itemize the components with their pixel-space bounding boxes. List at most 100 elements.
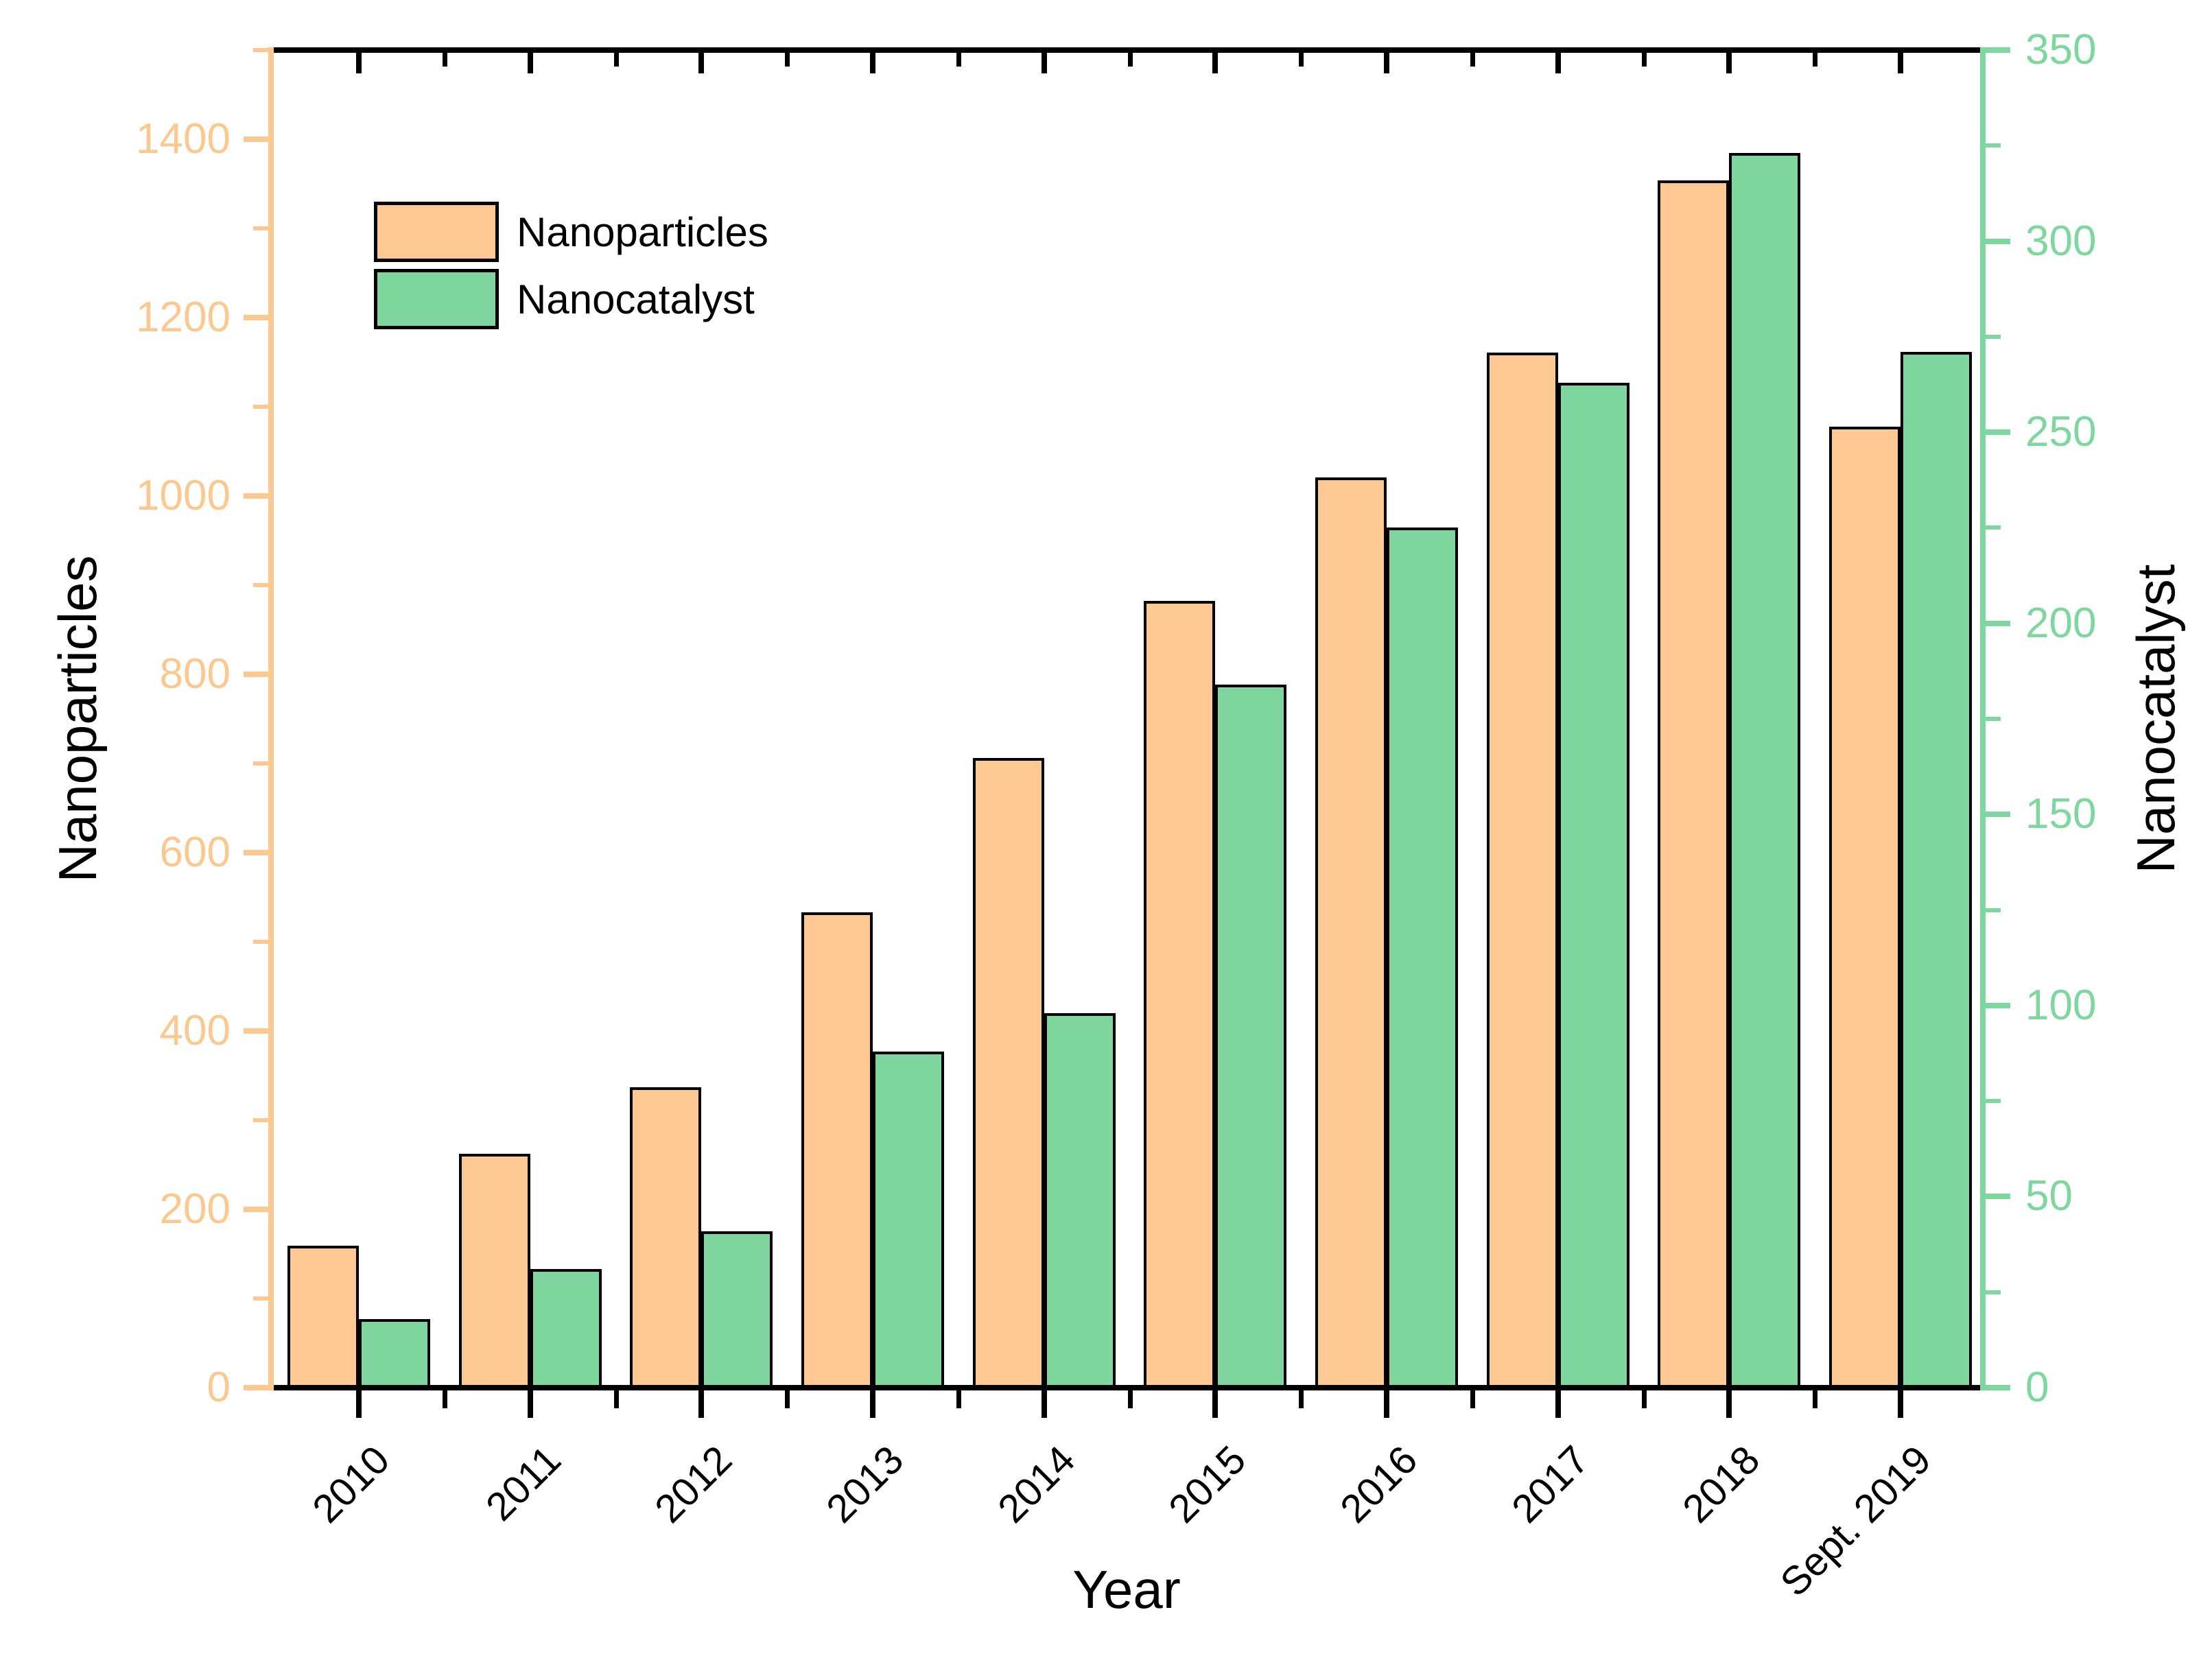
legend: Nanoparticles Nanocatalyst [374, 201, 768, 335]
top-axis-major-tick-3 [698, 53, 705, 73]
top-axis-minor-tick-3 [785, 53, 790, 67]
right-axis-major-tick-350 [1986, 47, 2010, 53]
right-axis-tick-label-200: 200 [2025, 599, 2097, 647]
legend-item-nanoparticles: Nanoparticles [374, 201, 768, 263]
x-axis-line [268, 1385, 1986, 1390]
right-axis-tick-label-100: 100 [2025, 981, 2097, 1029]
bar-nanoparticles-2016 [1315, 477, 1387, 1388]
legend-label-nanocatalyst: Nanocatalyst [517, 276, 755, 322]
x-axis-major-tick-7 [1384, 1390, 1389, 1418]
right-axis-major-tick-200 [1986, 620, 2010, 626]
left-axis-major-tick-200 [244, 1207, 268, 1212]
bar-nanocatalyst-sept-2019 [1901, 352, 1972, 1388]
top-axis-major-tick-5 [1041, 53, 1047, 73]
right-axis-tick-label-350: 350 [2025, 26, 2097, 73]
top-axis-major-tick-6 [1212, 53, 1219, 73]
right-axis-major-tick-300 [1986, 238, 2010, 244]
top-axis-major-tick-1 [356, 53, 362, 73]
left-axis-tick-label-600: 600 [159, 829, 231, 876]
x-axis-major-tick-10 [1898, 1390, 1903, 1418]
bar-nanocatalyst-2018 [1729, 153, 1801, 1388]
x-axis-tick-label-sept-2019: Sept. 2019 [1772, 1437, 1940, 1605]
left-axis-major-tick-800 [244, 672, 268, 677]
x-axis-tick-label-2013: 2013 [818, 1437, 913, 1532]
right-axis-minor-tick-25 [1986, 1290, 2001, 1294]
right-axis-minor-tick-175 [1986, 717, 2001, 721]
right-axis-line [1980, 47, 1986, 1390]
x-axis-major-tick-6 [1212, 1390, 1219, 1418]
bar-nanocatalyst-2016 [1387, 528, 1458, 1388]
top-axis-major-tick-7 [1384, 53, 1389, 73]
left-axis-major-tick-1200 [244, 315, 268, 320]
right-axis-title: Nanocatalyst [2126, 564, 2186, 874]
x-axis-tick-label-2014: 2014 [989, 1437, 1083, 1532]
top-axis-minor-tick-1 [442, 53, 447, 67]
legend-label-nanoparticles: Nanoparticles [517, 209, 768, 255]
left-axis-major-tick-1000 [244, 493, 268, 499]
x-axis-tick-label-2012: 2012 [646, 1437, 741, 1532]
x-axis-minor-tick-7 [1470, 1390, 1475, 1408]
legend-swatch-nanoparticles [374, 202, 499, 262]
left-axis-tick-label-1000: 1000 [136, 472, 231, 519]
x-axis-minor-tick-5 [1127, 1390, 1133, 1408]
left-axis-major-tick-1400 [244, 137, 268, 142]
x-axis-major-tick-1 [356, 1390, 362, 1418]
bar-nanoparticles-2010 [287, 1246, 359, 1388]
bar-nanoparticles-2015 [1144, 601, 1216, 1388]
x-axis-major-tick-5 [1041, 1390, 1047, 1418]
left-axis-minor-tick-300 [253, 1118, 268, 1122]
right-axis-major-tick-0 [1986, 1385, 2010, 1390]
bar-nanoparticles-sept-2019 [1829, 426, 1901, 1388]
top-axis-minor-tick-7 [1470, 53, 1475, 67]
left-axis-tick-label-800: 800 [159, 650, 231, 698]
left-axis-line [268, 47, 274, 1390]
bar-nanoparticles-2011 [458, 1154, 530, 1388]
left-axis-minor-tick-1300 [253, 226, 268, 230]
right-axis-major-tick-50 [1986, 1194, 2010, 1200]
left-axis-tick-label-200: 200 [159, 1185, 231, 1233]
x-axis-minor-tick-9 [1813, 1390, 1818, 1408]
left-axis-minor-tick-100 [253, 1296, 268, 1301]
x-axis-minor-tick-2 [613, 1390, 619, 1408]
right-axis-major-tick-100 [1986, 1002, 2010, 1008]
top-axis-minor-tick-5 [1127, 53, 1133, 67]
right-axis-tick-label-150: 150 [2025, 790, 2097, 838]
legend-item-nanocatalyst: Nanocatalyst [374, 268, 768, 330]
x-axis-minor-tick-6 [1299, 1390, 1304, 1408]
x-axis-major-tick-8 [1555, 1390, 1561, 1418]
top-axis-major-tick-8 [1555, 53, 1561, 73]
x-axis-tick-label-2017: 2017 [1503, 1437, 1597, 1532]
top-axis-minor-tick-8 [1641, 53, 1647, 67]
left-axis-minor-tick-900 [253, 583, 268, 587]
x-axis-minor-tick-3 [785, 1390, 790, 1408]
top-axis-major-tick-4 [870, 53, 875, 73]
top-axis-major-tick-2 [527, 53, 533, 73]
bar-nanocatalyst-2012 [701, 1231, 773, 1388]
right-axis-minor-tick-325 [1986, 143, 2001, 148]
right-axis-minor-tick-275 [1986, 334, 2001, 339]
top-axis-minor-tick-6 [1299, 53, 1304, 67]
right-axis-minor-tick-225 [1986, 525, 2001, 530]
x-axis-tick-label-2015: 2015 [1160, 1437, 1255, 1532]
bar-nanocatalyst-2017 [1557, 382, 1629, 1388]
legend-swatch-nanocatalyst [374, 269, 499, 329]
right-axis-tick-label-0: 0 [2025, 1364, 2049, 1411]
left-axis-tick-label-1200: 1200 [136, 294, 231, 341]
right-axis-tick-label-50: 50 [2025, 1172, 2073, 1220]
bar-nanocatalyst-2015 [1215, 684, 1287, 1388]
bar-nanocatalyst-2010 [359, 1318, 430, 1388]
top-axis-major-tick-10 [1898, 53, 1903, 73]
top-frame-line [268, 47, 1986, 53]
left-axis-tick-label-0: 0 [207, 1364, 231, 1411]
right-axis-minor-tick-125 [1986, 908, 2001, 912]
bar-nanocatalyst-2014 [1044, 1013, 1116, 1388]
left-axis-tick-label-1400: 1400 [136, 115, 231, 163]
left-axis-tick-label-400: 400 [159, 1007, 231, 1054]
left-axis-minor-tick-1100 [253, 405, 268, 409]
x-axis-minor-tick-1 [442, 1390, 447, 1408]
bar-nanocatalyst-2011 [530, 1269, 602, 1388]
right-axis-major-tick-150 [1986, 811, 2010, 818]
x-axis-minor-tick-8 [1641, 1390, 1647, 1408]
left-axis-minor-tick-1500 [253, 48, 268, 52]
